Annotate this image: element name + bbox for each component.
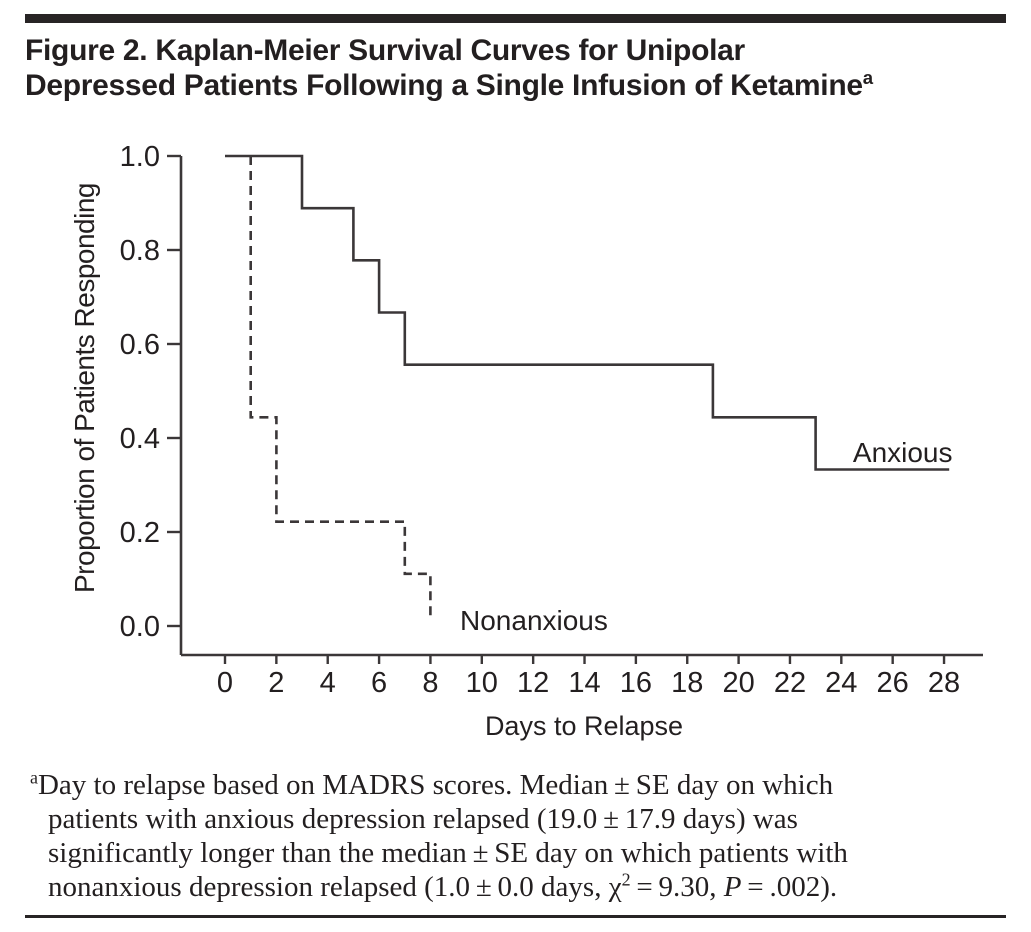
y-tick-label: 0.6	[120, 329, 160, 361]
footnote: aDay to relapse based on MADRS scores. M…	[30, 768, 1015, 904]
x-tick-label: 4	[320, 667, 336, 699]
series-nonanxious-label: Nonanxious	[460, 605, 608, 636]
top-rule	[25, 14, 1006, 23]
x-tick-label: 24	[825, 667, 857, 699]
p-value-variable: P	[723, 871, 742, 903]
figure-title: Figure 2. Kaplan-Meier Survival Curves f…	[25, 33, 1020, 103]
x-tick-label: 22	[774, 667, 806, 699]
x-tick-label: 14	[568, 667, 600, 699]
x-tick-label: 2	[268, 667, 284, 699]
bottom-rule	[25, 915, 1006, 918]
x-tick-label: 12	[517, 667, 549, 699]
x-tick-label: 28	[928, 667, 960, 699]
footnote-line1: aDay to relapse based on MADRS scores. M…	[30, 767, 834, 801]
y-tick-label: 0.2	[120, 517, 160, 549]
km-chart: 1.00.80.60.40.20.00 2 4 6 8 10 12 14 16 18 20 22 24 2…	[69, 141, 983, 741]
y-axis-title: Proportion of Patients Responding	[69, 183, 100, 593]
title-superscript: a	[862, 67, 873, 88]
x-tick-label: 26	[877, 667, 909, 699]
footnote-line4: nonanxious depression relapsed (1.0 ± 0.…	[48, 869, 838, 903]
x-tick-label: 20	[722, 667, 754, 699]
y-tick-label: 0.8	[120, 235, 160, 267]
y-tick-label: 0.0	[120, 611, 160, 643]
chi-squared-superscript: 2	[621, 869, 631, 890]
x-tick-label: 16	[620, 667, 652, 699]
series-anxious-label: Anxious	[853, 437, 953, 468]
series-nonanxious-line	[249, 156, 432, 622]
footnote-marker: a	[30, 767, 38, 788]
figure-title-line2: Depressed Patients Following a Single In…	[25, 67, 873, 102]
x-tick-label: 0	[217, 667, 233, 699]
figure-title-line1: Figure 2. Kaplan-Meier Survival Curves f…	[25, 34, 745, 67]
x-tick-label: 18	[671, 667, 703, 699]
y-tick-label: 0.4	[120, 423, 160, 455]
x-axis-title: Days to Relapse	[485, 711, 683, 741]
y-tick-label: 1.0	[120, 141, 160, 173]
x-tick-label: 8	[422, 667, 438, 699]
footnote-line2: patients with anxious depression relapse…	[48, 803, 798, 835]
series-anxious-line	[225, 154, 950, 471]
footnote-line3: significantly longer than the median ± S…	[48, 837, 848, 869]
x-tick-label: 6	[371, 667, 387, 699]
x-tick-label: 10	[466, 667, 498, 699]
